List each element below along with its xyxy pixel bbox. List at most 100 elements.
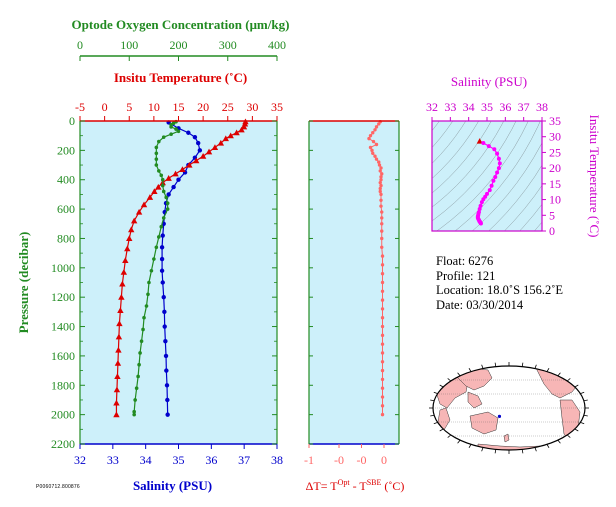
delta-point xyxy=(380,395,385,399)
delta-point xyxy=(380,172,384,176)
delta-point xyxy=(379,175,383,179)
delta-point xyxy=(380,263,385,267)
oxygen-tick-label: 0 xyxy=(77,38,83,52)
float-location-marker xyxy=(497,414,502,418)
series-salinity-point xyxy=(192,134,198,140)
delta-point xyxy=(380,316,385,320)
delta-point xyxy=(378,186,382,191)
ts-salinity-tick-label: 38 xyxy=(536,100,548,114)
series-oxygen-point xyxy=(139,339,144,344)
map-border-tick xyxy=(546,444,550,449)
salinity-tick-label: 36 xyxy=(205,453,217,467)
ts-point xyxy=(496,156,501,161)
delta-point xyxy=(380,229,384,233)
map-border-tick xyxy=(580,391,585,395)
series-temperature-point xyxy=(240,123,248,130)
series-salinity-point xyxy=(196,140,201,146)
delta-axis-title-part: Opt xyxy=(338,478,351,487)
series-temperature-point xyxy=(227,132,234,139)
series-oxygen-point xyxy=(165,207,170,211)
series-temperature-point xyxy=(117,307,124,313)
series-oxygen-point xyxy=(160,177,165,182)
series-oxygen-point xyxy=(146,292,150,297)
delta-axis-title-part: ΔT= T xyxy=(306,479,339,493)
delta-tick-label: 0 xyxy=(381,453,387,467)
series-oxygen-point xyxy=(157,169,161,173)
map-border-tick xyxy=(566,434,571,438)
map-border-tick xyxy=(447,434,452,438)
series-salinity-point xyxy=(164,383,170,388)
delta-point xyxy=(379,198,383,202)
oxygen-tick-label: 200 xyxy=(170,38,188,52)
ts-salinity-tick-label: 32 xyxy=(426,100,438,114)
ts-plot-area xyxy=(432,121,542,231)
ts-temperature-title: Insitu Temperature (˚C) xyxy=(587,114,602,237)
series-salinity-point xyxy=(159,245,165,250)
delta-point xyxy=(380,412,385,417)
delta-point xyxy=(380,404,385,408)
series-salinity-point xyxy=(160,280,165,285)
map-border-tick xyxy=(580,421,585,425)
location-map xyxy=(429,362,589,454)
ts-salinity-title: Salinity (PSU) xyxy=(451,74,527,89)
series-oxygen-point xyxy=(161,189,166,194)
map-border-tick xyxy=(439,428,444,432)
ts-temperature-tick-label: 20 xyxy=(549,161,561,175)
delta-point xyxy=(367,136,371,141)
series-temperature-point xyxy=(130,217,138,224)
map-border-tick xyxy=(557,372,561,377)
map-border-tick xyxy=(494,449,497,454)
series-oxygen-point xyxy=(154,151,159,156)
delta-point xyxy=(380,386,385,390)
series-oxygen-point xyxy=(154,157,159,161)
series-temperature-point xyxy=(126,235,133,242)
series-salinity-point xyxy=(160,233,165,238)
series-temperature-point xyxy=(205,148,213,155)
series-salinity-point xyxy=(166,192,171,197)
series-temperature-point xyxy=(155,183,162,190)
series-temperature-point xyxy=(118,293,125,300)
map-border-tick xyxy=(574,428,579,432)
series-temperature-point xyxy=(124,245,131,252)
series-temperature-point xyxy=(165,175,172,181)
series-oxygen-point xyxy=(154,145,159,150)
delta-point xyxy=(374,157,379,161)
series-salinity-point xyxy=(159,256,165,262)
ts-salinity-tick-label: 33 xyxy=(444,100,456,114)
series-temperature-point xyxy=(119,280,126,287)
series-temperature-point xyxy=(199,153,207,159)
series-oxygen-point xyxy=(132,409,136,414)
map-border-tick xyxy=(433,421,438,425)
ts-point xyxy=(479,200,484,205)
oxygen-axis-title: Optode Oxygen Concentration (μm/kg) xyxy=(72,17,290,32)
pressure-tick-label: 2200 xyxy=(51,437,75,451)
series-oxygen-point xyxy=(152,257,156,261)
series-temperature-point xyxy=(233,129,240,136)
delta-point xyxy=(371,139,376,144)
temperature-tick-label: 15 xyxy=(173,100,185,114)
pressure-tick-label: 200 xyxy=(57,143,75,157)
delta-point xyxy=(370,148,374,153)
series-oxygen-point xyxy=(174,127,178,131)
temperature-tick-label: 10 xyxy=(148,100,160,114)
series-oxygen-point xyxy=(132,412,136,417)
location-text: Location: 18.0˚S 156.2˚E xyxy=(436,283,564,297)
map-border-tick xyxy=(468,367,472,372)
temperature-axis-title: Insitu Temperature (˚C) xyxy=(114,70,247,85)
pressure-tick-label: 1200 xyxy=(51,290,75,304)
delta-point xyxy=(380,254,385,258)
salinity-tick-label: 34 xyxy=(140,453,152,467)
salinity-tick-label: 38 xyxy=(271,453,283,467)
delta-point xyxy=(373,128,377,132)
temperature-tick-label: -5 xyxy=(75,100,85,114)
delta-point xyxy=(373,154,377,158)
ts-temperature-tick-label: 5 xyxy=(549,208,555,222)
series-oxygen-point xyxy=(133,398,137,402)
delta-plot-area xyxy=(309,121,399,444)
ts-point xyxy=(492,147,497,152)
map-border-tick xyxy=(457,372,461,377)
ts-salinity-tick-label: 34 xyxy=(463,100,475,114)
series-temperature xyxy=(113,118,249,418)
series-temperature-point xyxy=(114,360,122,366)
delta-point xyxy=(380,324,385,329)
